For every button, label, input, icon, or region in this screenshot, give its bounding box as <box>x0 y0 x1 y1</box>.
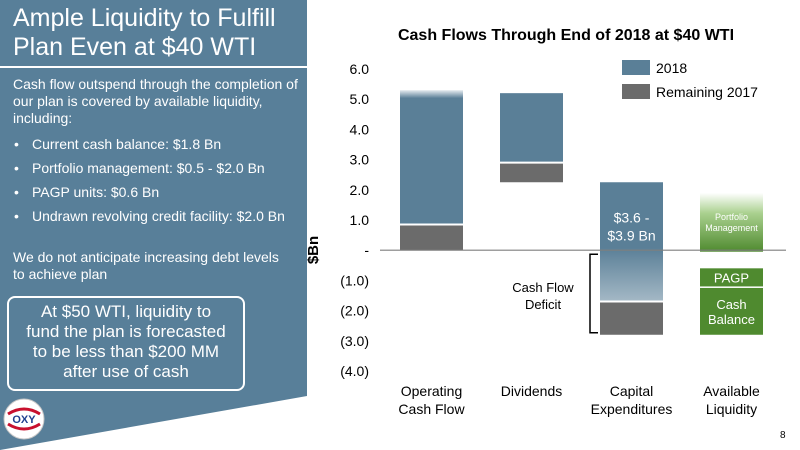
bar-segment <box>700 192 763 252</box>
legend-swatch <box>622 60 650 75</box>
y-tick-label: 4.0 <box>350 121 370 137</box>
bullet-dot: • <box>14 136 19 152</box>
legend-label: 2018 <box>656 60 687 76</box>
y-tick-label: 3.0 <box>350 152 370 168</box>
range-annotation: $3.6 -$3.9 Bn <box>607 210 655 244</box>
bullet-text: Current cash balance: $1.8 Bn <box>32 136 222 152</box>
slide-title: Ample Liquidity to Fulfill Plan Even at … <box>13 4 276 61</box>
x-tick-label: Capital Expenditures <box>591 383 673 417</box>
bullet-dot: • <box>14 208 19 224</box>
y-tick-label: (3.0) <box>340 333 369 349</box>
bar-segment <box>500 162 563 183</box>
deficit-bracket <box>589 253 598 334</box>
y-tick-label: (4.0) <box>340 363 369 379</box>
chart-title: Cash Flows Through End of 2018 at $40 WT… <box>398 27 734 44</box>
segment-label: Portfolio Management <box>705 212 758 233</box>
x-tick-label: Operating Cash Flow <box>398 383 465 417</box>
bullet-text: Portfolio management: $0.5 - $2.0 Bn <box>32 160 265 176</box>
intro-text: Cash flow outspend through the completio… <box>13 76 298 126</box>
bar-segment <box>700 268 763 287</box>
y-axis-label: $Bn <box>305 236 322 264</box>
bullet-item: • Undrawn revolving credit facility: $2.0… <box>13 208 303 225</box>
bar-segment <box>400 224 463 251</box>
bar-segment <box>600 182 663 302</box>
bar-segment <box>600 301 663 335</box>
bullet-text: PAGP units: $0.6 Bn <box>32 184 160 200</box>
y-tick-label: - <box>364 242 369 258</box>
page-number: 8 <box>780 430 786 441</box>
x-tick-label: Available Liquidity <box>703 383 760 417</box>
y-tick-label: 6.0 <box>350 61 370 77</box>
legend-swatch <box>622 84 650 99</box>
bullet-dot: • <box>14 184 19 200</box>
callout-box: At $50 WTI, liquidity to fund the plan i… <box>7 296 245 391</box>
y-tick-label: 2.0 <box>350 182 370 198</box>
title-divider <box>0 66 307 68</box>
y-tick-label: 5.0 <box>350 91 370 107</box>
bullet-dot: • <box>14 160 19 176</box>
bullet-item: • Current cash balance: $1.8 Bn <box>13 136 303 153</box>
bar-segment <box>400 90 463 225</box>
legend-label: Remaining 2017 <box>656 84 758 100</box>
bullet-item: • Portfolio management: $0.5 - $2.0 Bn <box>13 160 303 177</box>
oxy-logo: OXY <box>3 398 45 440</box>
segment-label: PAGP <box>714 270 749 285</box>
x-tick-label: Dividends <box>501 383 562 399</box>
deficit-annotation: Cash Flow Deficit <box>512 280 574 312</box>
footnote-text: We do not anticipate increasing debt lev… <box>13 249 279 282</box>
y-tick-label: (1.0) <box>340 272 369 288</box>
bar-segment <box>500 93 563 163</box>
bullet-item: • PAGP units: $0.6 Bn <box>13 184 303 201</box>
left-panel <box>0 0 307 450</box>
y-tick-label: 1.0 <box>350 212 370 228</box>
segment-label: Cash Balance <box>708 297 755 327</box>
y-tick-label: (2.0) <box>340 303 369 319</box>
bar-segment <box>700 287 763 335</box>
bullet-text: Undrawn revolving credit facility: $2.0 … <box>32 208 285 224</box>
logo-text: OXY <box>12 414 36 426</box>
